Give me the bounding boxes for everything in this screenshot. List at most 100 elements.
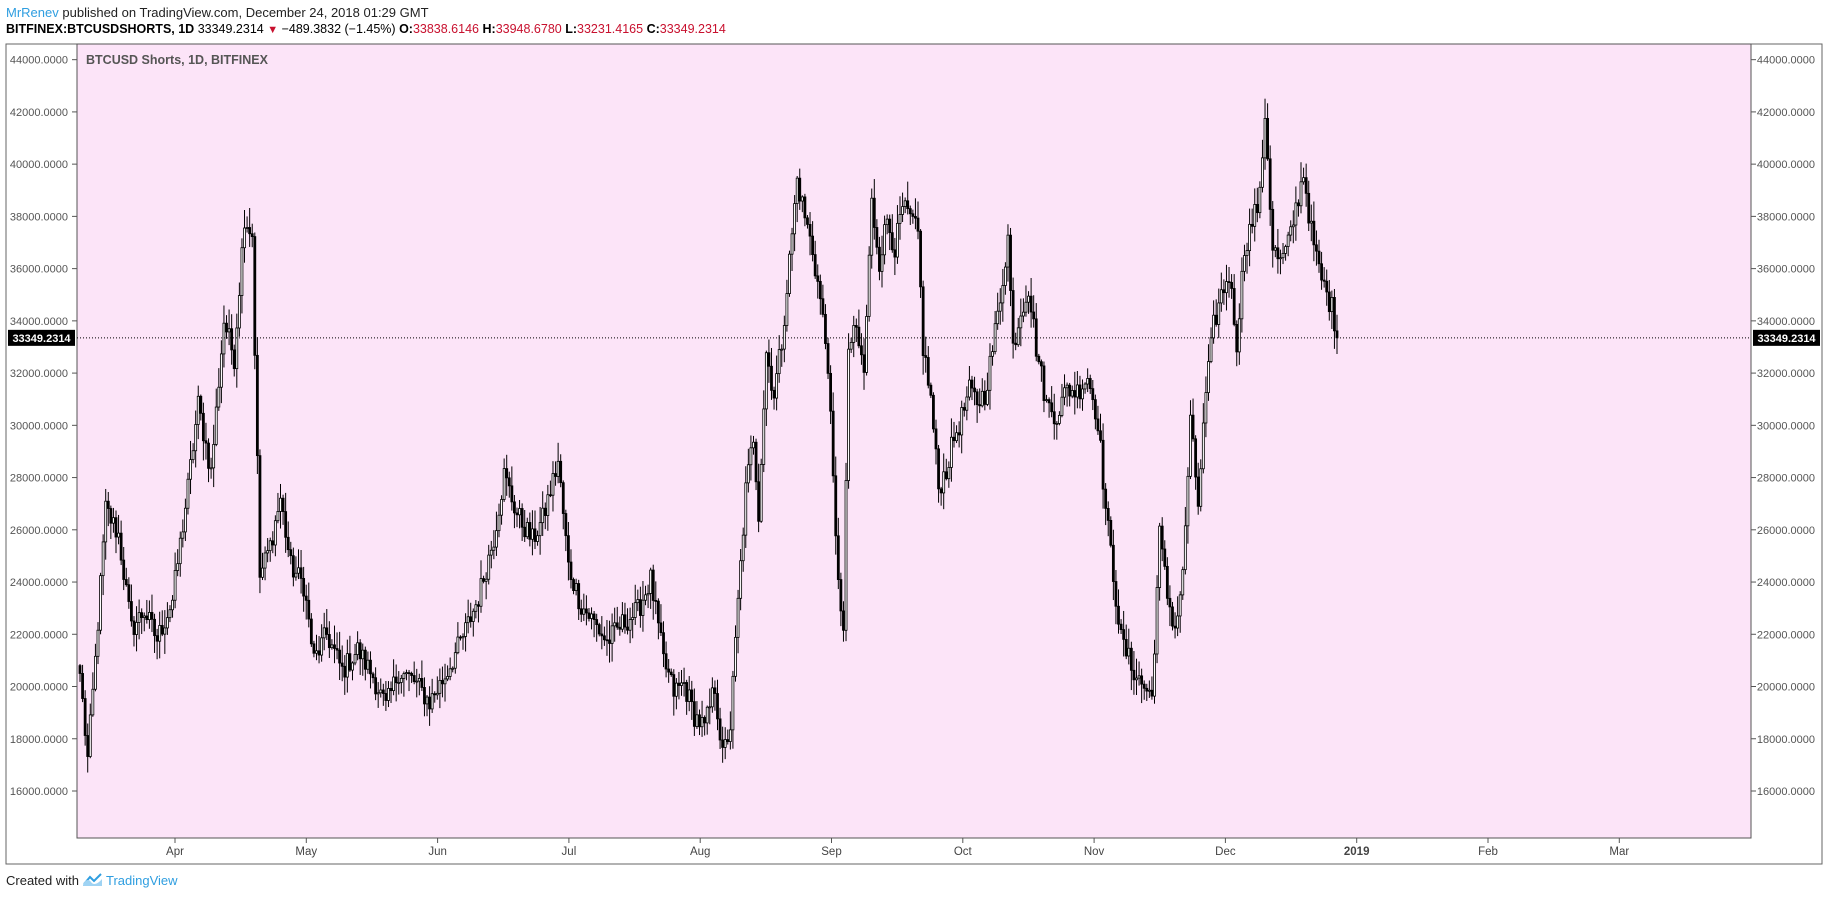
candle-body <box>1330 297 1334 313</box>
candle-body <box>122 559 126 580</box>
candle-body <box>839 579 843 612</box>
candle-body <box>775 373 779 399</box>
candle-body <box>685 682 689 702</box>
candle-body <box>376 692 380 695</box>
candle-body <box>700 717 704 728</box>
candle-body <box>1155 587 1159 655</box>
candle-body <box>1042 365 1046 401</box>
candle-body <box>860 345 863 356</box>
candle-body <box>286 536 290 551</box>
candle-body <box>975 391 979 406</box>
candle-body <box>996 310 1000 325</box>
x-tick-label: 2019 <box>1344 846 1370 858</box>
candle-body <box>785 293 789 326</box>
candle-body <box>86 735 90 757</box>
candle-body <box>1253 204 1257 227</box>
candle-body <box>345 653 349 678</box>
candle-body <box>1333 297 1336 332</box>
y-tick-label-left: 32000.0000 <box>10 368 68 380</box>
candle-body <box>968 379 971 398</box>
candle-body <box>893 249 897 258</box>
candle-body <box>495 530 498 548</box>
candle-body <box>423 687 426 705</box>
candle-body <box>1250 223 1254 227</box>
candle-body <box>1024 301 1028 313</box>
candle-body <box>448 668 452 677</box>
candle-body <box>281 497 285 512</box>
candle-body <box>944 471 948 480</box>
candle-body <box>109 508 113 524</box>
candle-body <box>631 617 635 620</box>
candle-body <box>677 682 681 686</box>
candle-body <box>263 552 267 569</box>
y-tick-label-right: 30000.0000 <box>1757 420 1815 432</box>
candle-body <box>130 601 133 622</box>
candle-body <box>1199 468 1203 507</box>
candle-body <box>644 594 647 601</box>
candle-body <box>317 650 321 656</box>
candles-group <box>78 98 1339 773</box>
candle-body <box>510 485 514 503</box>
x-tick-label: Jun <box>428 846 447 858</box>
candle-body <box>1068 384 1072 397</box>
candle-body <box>587 612 591 619</box>
candle-body <box>358 642 362 660</box>
candle-body <box>952 436 956 442</box>
y-axis-right: 44000.0000 42000.0000 40000.0000 38000.0000… <box>1751 55 1815 798</box>
candle-body <box>1281 252 1285 259</box>
candle-body <box>330 644 334 649</box>
candle-body <box>132 620 136 635</box>
candle-body <box>698 714 701 728</box>
candle-body <box>572 579 575 591</box>
candle-body <box>1153 653 1156 697</box>
candle-body <box>818 280 822 300</box>
candle-body <box>723 739 727 748</box>
candle-body <box>950 436 953 468</box>
last-price: 33349.2314 <box>197 22 264 36</box>
candle-body <box>297 567 300 574</box>
candle-body <box>258 455 262 578</box>
candle-body <box>551 473 555 496</box>
price-label-right: 33349.2314 <box>1757 333 1816 345</box>
candle-body <box>361 649 365 660</box>
tradingview-brand[interactable]: TradingView <box>106 873 178 888</box>
candle-body <box>168 609 172 619</box>
candle-body <box>1052 411 1056 425</box>
candle-body <box>1070 390 1074 397</box>
candle-body <box>155 635 159 642</box>
candle-body <box>1045 399 1048 402</box>
candle-body <box>716 693 719 720</box>
candle-body <box>482 578 485 582</box>
candle-body <box>1119 623 1123 630</box>
low-label: L: <box>565 22 578 36</box>
candle-body <box>322 627 326 639</box>
candle-body <box>829 372 833 412</box>
candle-body <box>363 649 367 670</box>
author-link[interactable]: MrRenev <box>6 5 59 20</box>
candle-body <box>656 600 660 624</box>
y-tick-label-right: 20000.0000 <box>1757 682 1815 694</box>
y-tick-label-right: 38000.0000 <box>1757 211 1815 223</box>
candle-body <box>340 662 344 667</box>
candle-body <box>1271 208 1275 251</box>
candle-body <box>1315 244 1318 252</box>
candle-body <box>687 689 691 702</box>
candle-body <box>1196 476 1200 507</box>
candle-body <box>1003 266 1007 286</box>
candle-body <box>189 459 192 480</box>
candle-body <box>451 667 455 670</box>
y-tick-label-left: 38000.0000 <box>10 211 68 223</box>
candle-body <box>541 507 545 524</box>
plot-area[interactable] <box>76 43 1752 839</box>
candle-body <box>127 584 131 602</box>
candle-body <box>772 389 776 399</box>
y-tick-label-right: 42000.0000 <box>1757 107 1815 119</box>
candle-body <box>1091 388 1095 401</box>
candle-body <box>674 682 678 697</box>
candle-body <box>1063 387 1066 398</box>
candle-body <box>962 407 966 411</box>
x-tick-label: Feb <box>1478 846 1498 858</box>
candle-body <box>926 357 930 386</box>
candle-body <box>222 322 226 355</box>
